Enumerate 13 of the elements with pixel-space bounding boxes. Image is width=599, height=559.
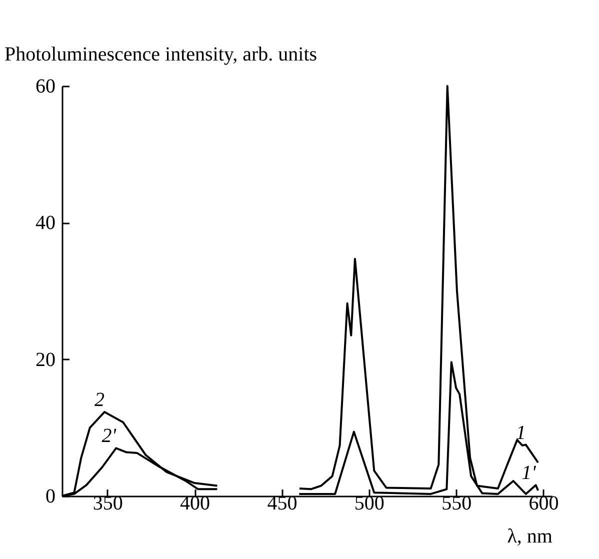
x-tick-label: 450 bbox=[267, 492, 298, 514]
series-label: 1 bbox=[516, 422, 526, 444]
y-axis-title: Photoluminescence intensity, arb. units bbox=[4, 44, 318, 66]
y-tick-label: 60 bbox=[36, 76, 56, 98]
x-tick-label: 400 bbox=[180, 492, 210, 514]
x-tick-label: 600 bbox=[528, 492, 559, 514]
series-label: 2 bbox=[94, 388, 105, 411]
y-tick-label: 0 bbox=[46, 486, 56, 508]
y-tick-label: 20 bbox=[36, 348, 56, 371]
y-tick-label: 40 bbox=[36, 212, 56, 234]
x-axis-title: λ, nm bbox=[507, 526, 553, 548]
series-label: 1' bbox=[522, 462, 536, 484]
series-label: 2' bbox=[102, 425, 117, 448]
